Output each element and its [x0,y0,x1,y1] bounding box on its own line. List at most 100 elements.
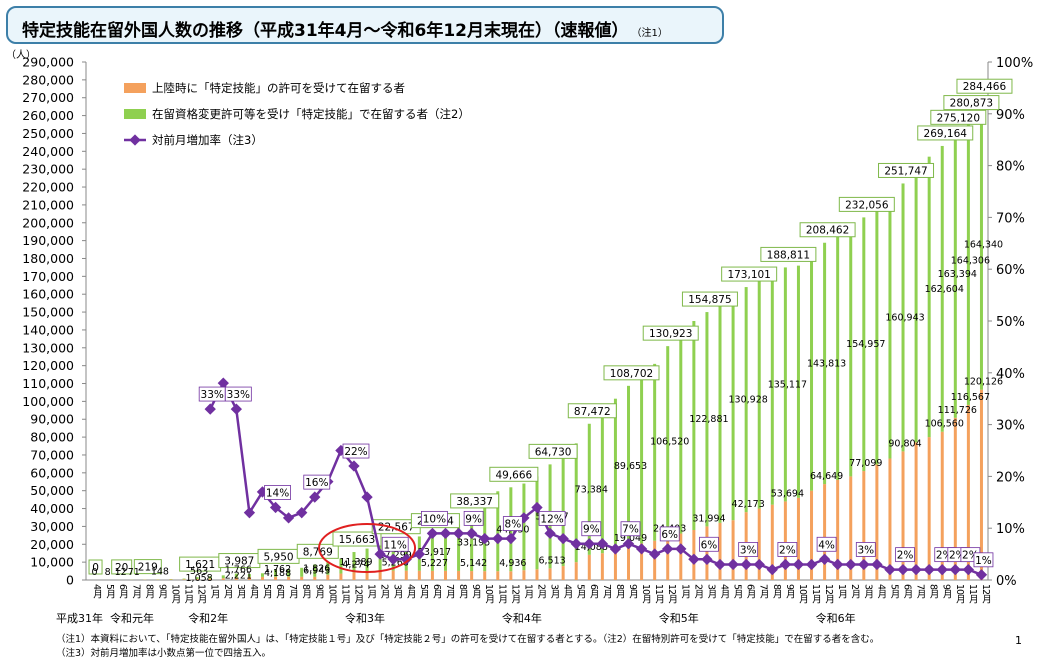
bar-segment-orange [653,540,657,580]
green-segment-label: 11,389 [339,557,372,568]
bar-segment-orange [979,389,983,580]
y-tick-label: 150,000 [22,305,74,320]
bar-segment-orange [966,404,970,580]
bar-segment-orange [718,522,722,580]
bar-segment-green [535,476,539,570]
rate-label: 33% [201,389,224,401]
bar-segment-green [862,217,866,472]
x-tick-label: 6月 [274,584,286,599]
rate-label: 2% [897,550,914,562]
total-label-box [943,95,1000,111]
orange-segment-label: 111,726 [938,405,977,416]
bar-segment-orange [548,568,552,580]
rate-point [727,558,739,571]
bar-segment-orange [195,578,199,580]
rate-label-box [303,474,331,490]
y-tick-label: 140,000 [22,322,74,337]
bar-segment-orange [927,437,931,580]
total-label: 280,873 [950,98,993,110]
bar-segment-orange [430,570,434,580]
bar-segment-orange [470,571,474,580]
bar-segment-orange [443,570,447,580]
legend-swatch-green [124,109,146,119]
x-tick-label: 10月 [483,584,495,604]
bar-segment-orange [600,553,604,580]
rate-point [439,527,452,540]
bar-segment-orange [326,574,330,580]
rate-point [505,532,517,545]
bar-segment-green [600,412,604,554]
y2-tick-label: 80% [996,160,1025,175]
bar-segment-green [796,265,800,498]
green-segment-label: 164,340 [964,239,1003,250]
y-tick-label: 100,000 [22,394,74,409]
rate-point [792,558,805,571]
legend-label-green: 在留資格変更許可等を受け「特定技能」で在留する者（注2） [152,107,470,121]
bar-segment-orange [770,504,774,580]
x-tick-label: 10月 [640,584,652,604]
orange-segment-label: 106,560 [925,419,964,430]
x-tick-label: 4月 [405,584,417,599]
y2-tick-label: 90% [996,108,1025,123]
rate-point [675,543,687,555]
x-tick-label: 4月 [875,584,887,599]
y-tick-label: 220,000 [22,180,74,195]
rate-label: 12% [540,513,563,525]
bar-segment-green [940,145,944,432]
total-label-box [528,443,578,459]
total-label: 64,730 [535,446,572,458]
rate-label-box [421,510,448,526]
x-tick-label: 4月 [719,584,731,599]
x-tick-label: 3月 [705,584,717,599]
bar-segment-green [339,558,343,574]
rate-point [805,558,818,571]
x-tick-label: 5月 [418,584,430,599]
y-tick-label: 90,000 [30,412,74,427]
total-label: 38,337 [456,496,493,508]
rate-point [910,563,922,576]
x-year-label: 令和5年 [659,611,699,625]
y-tick-label: 250,000 [22,126,74,141]
y-tick-label: 110,000 [22,376,74,391]
bar-segment-green [979,99,983,390]
rate-point [400,553,412,565]
total-label: 232,056 [845,199,889,211]
bar-segment-green [679,333,683,534]
rate-point [897,563,909,576]
rate-point [413,548,425,560]
x-tick-label: 7月 [915,584,927,599]
x-tick-label: 11月 [810,584,822,604]
bar-segment-orange [182,579,186,580]
y-tick-label: 20,000 [30,537,74,552]
rate-label-box [381,536,409,552]
rate-label-box [699,536,719,552]
y-tick-label: 50,000 [30,483,74,498]
x-tick-label: 9月 [156,584,168,599]
x-tick-label: 11月 [967,584,979,604]
rate-point [583,538,595,550]
y-tick-label: 210,000 [22,197,74,212]
x-tick-label: 8月 [300,584,312,599]
x-tick-label: 10月 [169,584,181,604]
total-label: 15,663 [339,534,376,546]
rate-label: 4% [818,539,835,551]
bar-segment-orange [352,572,356,580]
orange-segment-label: 42,173 [732,499,765,510]
x-tick-label: 9月 [784,584,796,599]
rate-label: 33% [227,389,250,401]
orange-segment-label: 148 [151,567,169,578]
bar-segment-orange [836,479,840,580]
bar-segment-orange [587,554,591,580]
x-tick-label: 2月 [692,584,704,599]
rate-label: 9% [583,524,600,536]
x-tick-label: 5月 [732,584,744,599]
bar-segment-green [182,578,186,580]
x-tick-label: 10月 [326,584,338,604]
legend-label-rate: 対前月増加率（注3） [152,133,263,147]
rate-label: 3% [857,544,874,556]
bar-segment-orange [940,431,944,580]
bar-segment-orange [731,520,735,580]
green-segment-label: 163,394 [938,269,977,280]
bar-segment-green [692,321,696,530]
